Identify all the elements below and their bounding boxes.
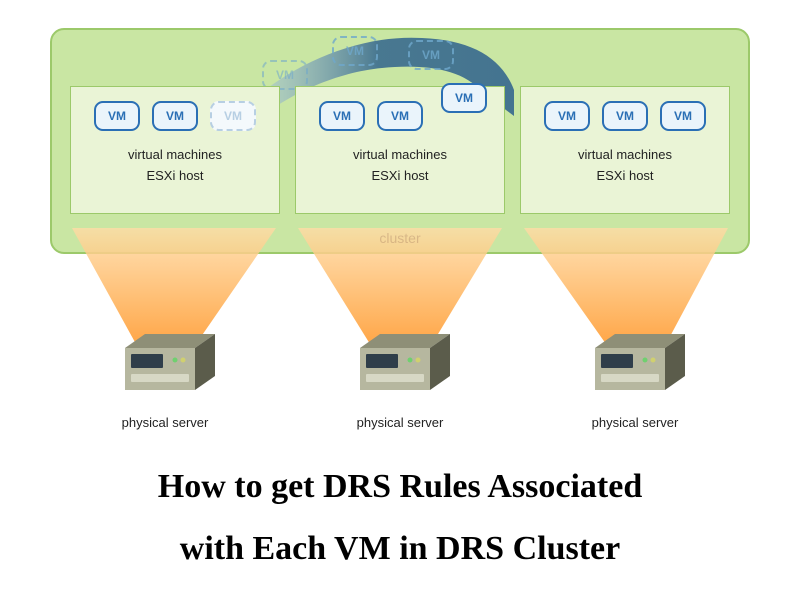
vm-label: VM	[558, 109, 576, 123]
vm-label: VM	[108, 109, 126, 123]
host-name-label: ESXi host	[296, 168, 504, 183]
vm-pill: VM	[377, 101, 423, 131]
vm-pill: VM	[152, 101, 198, 131]
server-icon	[105, 330, 225, 400]
cluster-container: VM VM VM VM VM VM	[50, 28, 750, 254]
host-name-label: ESXi host	[521, 168, 729, 183]
vm-label: VM	[391, 109, 409, 123]
server-label: physical server	[575, 415, 695, 430]
vm-label: VM	[224, 109, 242, 123]
vm-label: VM	[616, 109, 634, 123]
vm-label: VM	[276, 68, 294, 82]
vm-pill: VM	[660, 101, 706, 131]
host-vm-label: virtual machines	[71, 147, 279, 162]
physical-server: physical server	[340, 330, 460, 430]
esxi-host-box: VM VM VM virtual machines ESXi host	[70, 86, 280, 214]
server-icon	[340, 330, 460, 400]
esxi-host-box: VM VM VM virtual machines ESXi host	[520, 86, 730, 214]
vm-pill-arriving: VM	[441, 83, 487, 113]
vm-label: VM	[422, 48, 440, 62]
physical-server: physical server	[105, 330, 225, 430]
host-name-label: ESXi host	[71, 168, 279, 183]
migrating-vm-ghost: VM	[332, 36, 378, 66]
server-label: physical server	[105, 415, 225, 430]
host-vm-label: virtual machines	[521, 147, 729, 162]
vm-pill: VM	[544, 101, 590, 131]
physical-server: physical server	[575, 330, 695, 430]
vm-pill: VM	[602, 101, 648, 131]
server-icon	[575, 330, 695, 400]
host-vm-label: virtual machines	[296, 147, 504, 162]
server-label: physical server	[340, 415, 460, 430]
migrating-vm-ghost: VM	[408, 40, 454, 70]
title-line-2: with Each VM in DRS Cluster	[0, 530, 800, 568]
vm-label: VM	[166, 109, 184, 123]
vm-pill-ghost: VM	[210, 101, 256, 131]
hosts-row: VM VM VM virtual machines ESXi host VM	[70, 86, 730, 214]
vm-label: VM	[674, 109, 692, 123]
vm-label: VM	[346, 44, 364, 58]
vm-label: VM	[333, 109, 351, 123]
title-line-1: How to get DRS Rules Associated	[0, 468, 800, 506]
vm-pill: VM	[94, 101, 140, 131]
vm-pill: VM	[319, 101, 365, 131]
esxi-host-box: VM VM VM virtual machines ESXi host	[295, 86, 505, 214]
vm-label: VM	[455, 91, 473, 105]
